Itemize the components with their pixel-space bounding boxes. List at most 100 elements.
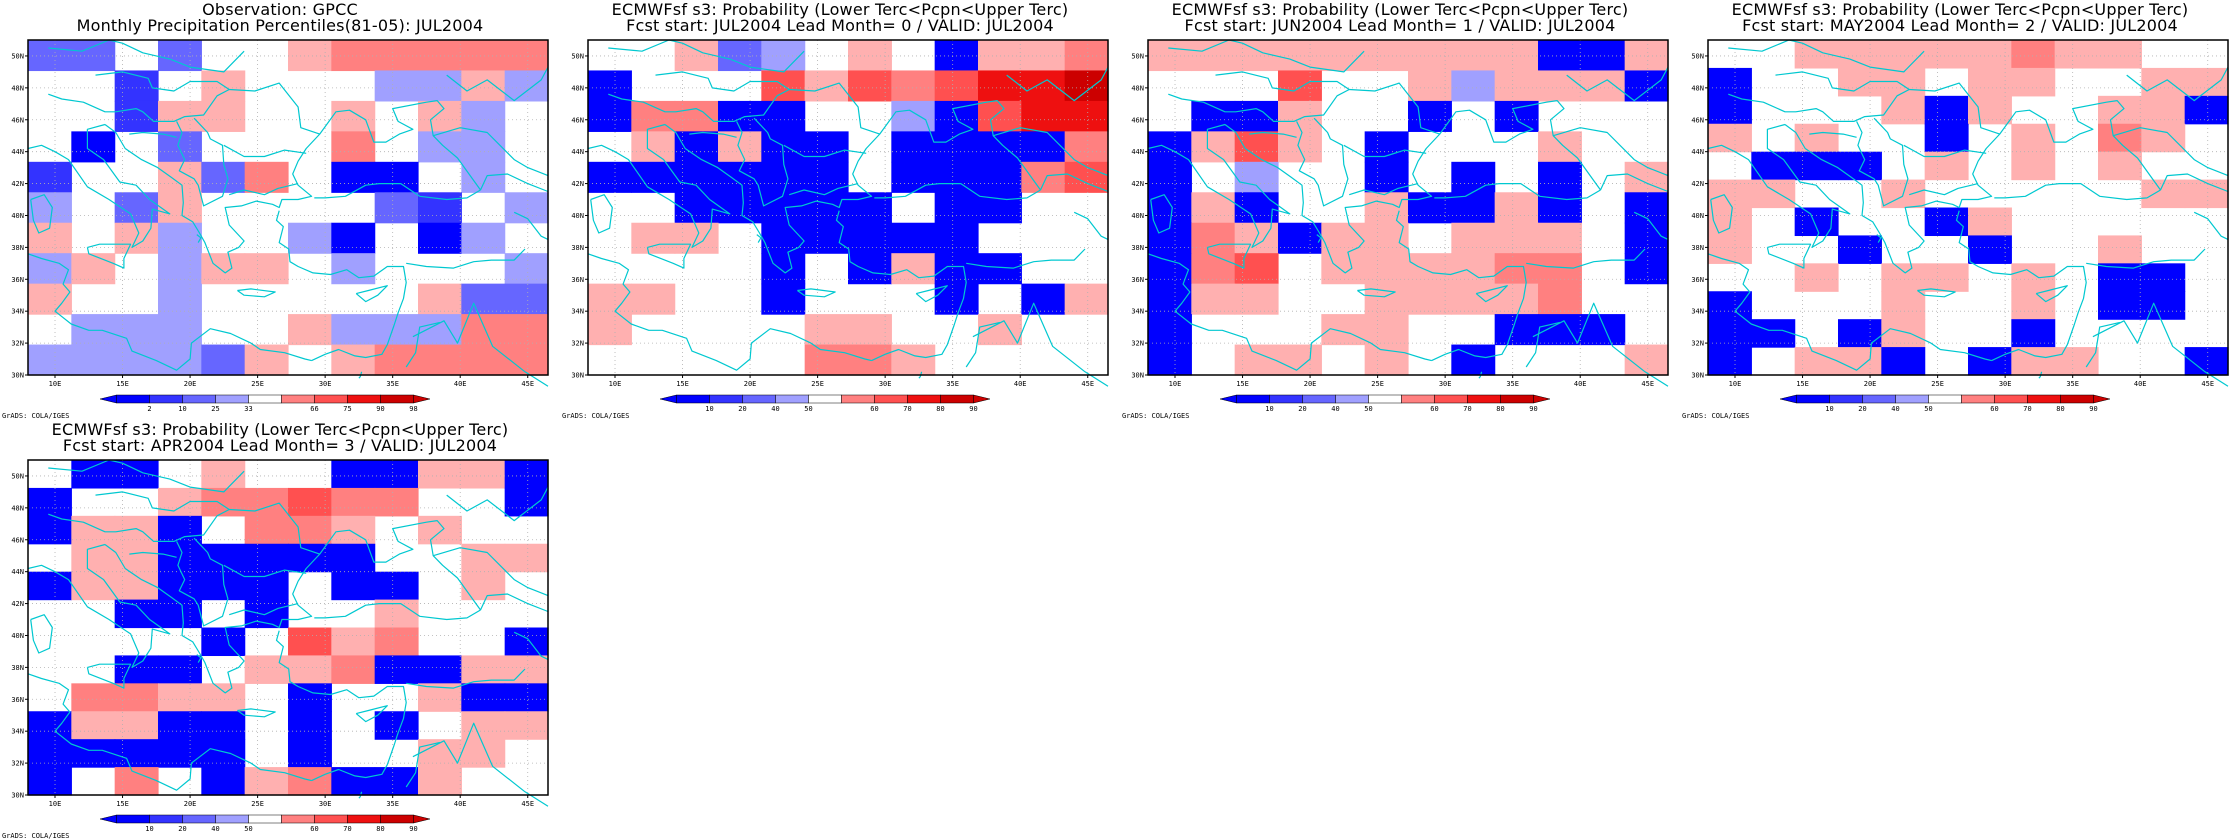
map-frame bbox=[587, 39, 1109, 376]
colorbar-label: 80 bbox=[2056, 405, 2064, 413]
grid-cell bbox=[158, 40, 202, 72]
lon-tick-label: 30E bbox=[1999, 380, 2012, 388]
colorbar-label: 20 bbox=[738, 405, 746, 413]
lat-tick-label: 48N bbox=[1131, 84, 1144, 92]
coastline bbox=[129, 131, 177, 138]
coastline bbox=[412, 722, 549, 807]
lon-tick-label: 45E bbox=[1641, 380, 1654, 388]
grid-cell bbox=[1148, 161, 1192, 193]
grid-cell bbox=[461, 571, 506, 601]
grid-cell bbox=[718, 100, 762, 132]
grid-cell bbox=[201, 739, 246, 768]
grid-cell bbox=[288, 627, 332, 657]
grid-cell bbox=[934, 40, 979, 72]
grid-cell bbox=[504, 627, 549, 657]
coastline bbox=[275, 630, 407, 782]
grid-cell bbox=[1881, 319, 1926, 348]
lon-tick-label: 25E bbox=[251, 800, 264, 808]
coastline bbox=[314, 183, 481, 201]
grid-cell bbox=[504, 344, 549, 376]
colorbar-swatch bbox=[2027, 394, 2061, 404]
grid-cell bbox=[461, 222, 506, 254]
colorbar-label: 90 bbox=[1529, 405, 1537, 413]
grid-cell bbox=[1364, 40, 1409, 72]
coastline bbox=[1357, 288, 1396, 298]
grid-cell bbox=[718, 161, 762, 193]
grid-cell bbox=[1538, 222, 1582, 254]
coastline bbox=[918, 371, 923, 379]
lon-tick-label: 10E bbox=[1729, 380, 1742, 388]
colorbar-label: 50 bbox=[804, 405, 812, 413]
colorbar-label: 60 bbox=[1430, 405, 1438, 413]
lon-tick-label: 30E bbox=[319, 800, 332, 808]
grid-cell bbox=[1538, 161, 1582, 193]
colorbar-swatch bbox=[1928, 394, 1962, 404]
coastline bbox=[405, 741, 441, 788]
grid-cell bbox=[1364, 253, 1409, 285]
coastline bbox=[1566, 66, 1669, 102]
grid-cell bbox=[461, 655, 506, 684]
grid-cell bbox=[504, 314, 549, 346]
colorbar-label: 10 bbox=[145, 825, 153, 833]
grid-cell bbox=[1021, 131, 1066, 163]
grid-cell bbox=[114, 655, 159, 684]
colorbar-swatch bbox=[874, 394, 908, 404]
lon-tick-label: 35E bbox=[1506, 380, 1519, 388]
lat-tick-label: 34N bbox=[571, 308, 584, 316]
colorbar-label: 60 bbox=[870, 405, 878, 413]
grid-cell bbox=[1538, 283, 1582, 315]
grid-cell bbox=[804, 314, 849, 346]
lat-tick-label: 44N bbox=[571, 148, 584, 156]
grads-credit: GrADS: COLA/IGES bbox=[2, 832, 70, 840]
grid-cell bbox=[244, 655, 289, 684]
coastline bbox=[1784, 100, 2161, 274]
grid-cell bbox=[418, 283, 462, 315]
grid-cell bbox=[1708, 67, 1752, 97]
coastline bbox=[314, 603, 481, 621]
grid-cell bbox=[1968, 67, 2012, 97]
lat-tick-label: 46N bbox=[1131, 116, 1144, 124]
grid-cell bbox=[1708, 235, 1752, 264]
colorbar-label: 66 bbox=[310, 405, 318, 413]
coastline bbox=[590, 194, 613, 234]
grid-cell bbox=[114, 314, 159, 346]
lat-tick-label: 42N bbox=[1691, 180, 1704, 188]
grid-cell bbox=[1021, 40, 1066, 72]
coastline bbox=[479, 593, 549, 613]
coastline bbox=[2092, 302, 2229, 387]
grid-cell bbox=[504, 711, 549, 740]
lon-tick-label: 35E bbox=[946, 380, 959, 388]
grid-cell bbox=[631, 161, 676, 193]
grid-cell bbox=[1924, 40, 1969, 69]
grid-cell bbox=[1191, 253, 1236, 285]
grid-cell bbox=[1538, 70, 1582, 102]
coastline bbox=[27, 543, 171, 668]
grid-cell bbox=[1278, 40, 1322, 72]
lat-tick-label: 44N bbox=[1691, 148, 1704, 156]
coastline bbox=[48, 491, 230, 542]
lat-tick-label: 50N bbox=[11, 472, 24, 480]
lat-tick-label: 32N bbox=[11, 760, 24, 768]
grid-cell bbox=[374, 599, 419, 629]
colorbar-label: 98 bbox=[409, 405, 417, 413]
colorbar-label: 25 bbox=[211, 405, 219, 413]
grid-cell bbox=[158, 222, 202, 254]
grid-cell bbox=[418, 314, 462, 346]
grid-cell bbox=[461, 314, 506, 346]
grid-cell bbox=[418, 344, 462, 376]
grid-cell bbox=[71, 131, 116, 163]
grid-cell bbox=[1794, 347, 1839, 376]
coastline bbox=[479, 173, 549, 193]
colorbar-swatch bbox=[1829, 394, 1863, 404]
colorbar-label: 33 bbox=[244, 405, 252, 413]
grid-cell bbox=[28, 739, 72, 768]
grid-cell bbox=[1451, 161, 1496, 193]
grid-cell bbox=[504, 70, 549, 102]
coastline bbox=[358, 371, 363, 379]
lat-tick-label: 30N bbox=[571, 372, 584, 380]
grid-cell bbox=[2184, 179, 2229, 209]
grads-credit: GrADS: COLA/IGES bbox=[1682, 412, 1750, 420]
grid-cell bbox=[158, 253, 202, 285]
grid-cell bbox=[374, 460, 419, 489]
